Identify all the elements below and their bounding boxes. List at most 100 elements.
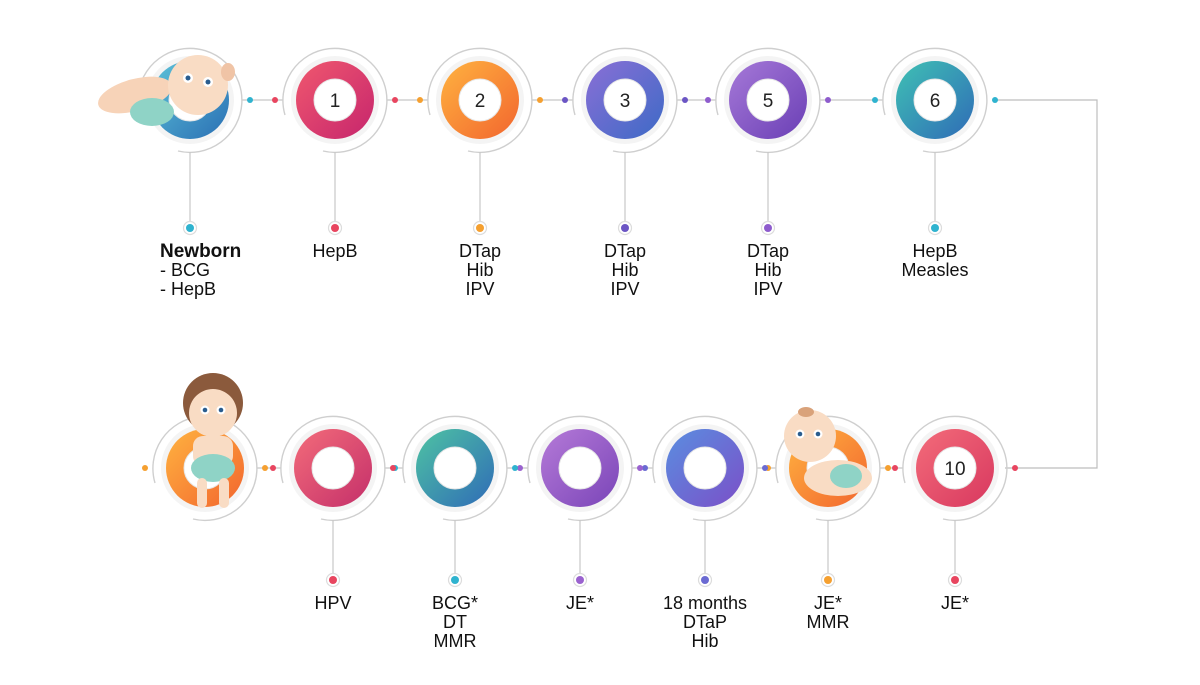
link-dot — [537, 97, 543, 103]
stage-label-m1: HepB — [265, 242, 405, 261]
link-dot — [872, 97, 878, 103]
link-dot — [270, 465, 276, 471]
outer-ring — [282, 47, 388, 154]
row-connector — [995, 99, 1098, 469]
stage-label-bcg: BCG* DT MMR — [385, 594, 525, 651]
inner-disc — [433, 446, 477, 490]
stage-number: 3 — [620, 91, 631, 112]
stage-number: 2 — [475, 91, 486, 112]
link-dot — [892, 465, 898, 471]
link-dot — [517, 465, 523, 471]
outer-ring — [137, 47, 243, 154]
link-dot — [642, 465, 648, 471]
stage-label-m6: HepB Measles — [865, 242, 1005, 280]
stage-node-je — [517, 415, 643, 588]
link-dot — [512, 465, 518, 471]
stage-label-hpv: HPV — [263, 594, 403, 613]
stage-label-je: JE* — [510, 594, 650, 613]
vaccine-line: Hib — [611, 260, 639, 280]
vaccine-line: - HepB — [160, 279, 217, 299]
vaccine-line: JE* — [813, 593, 842, 613]
stage-node-m18 — [642, 415, 768, 588]
link-dot — [390, 465, 396, 471]
baby-standing-illustration — [183, 373, 243, 508]
stage-nodes: 1 2 3 5 6 10 — [98, 47, 1018, 588]
vaccine-line: - BCG — [160, 260, 211, 280]
link-dot — [762, 465, 768, 471]
inner-disc — [313, 78, 357, 122]
stage-title: Newborn — [160, 241, 242, 262]
inner-disc — [603, 78, 647, 122]
marker-dot — [451, 576, 459, 584]
inner-disc — [683, 446, 727, 490]
marker-dot — [824, 576, 832, 584]
marker-dot — [476, 224, 484, 232]
vaccine-line: IPV — [610, 279, 640, 299]
link-dot — [142, 465, 148, 471]
stage-label-m2: DTap Hib IPV — [410, 242, 550, 299]
vaccine-line: DT — [443, 612, 467, 632]
vaccine-line: BCG* — [431, 593, 478, 613]
vaccine-line: MMR — [806, 612, 850, 632]
vaccine-line: IPV — [465, 279, 495, 299]
marker-dot — [701, 576, 709, 584]
outer-ring — [527, 415, 633, 522]
vaccine-line: DTap — [746, 241, 790, 261]
vaccine-line: DTap — [603, 241, 647, 261]
baby-lying-illustration — [98, 55, 235, 126]
stage-node-m2: 2 — [417, 47, 543, 236]
inner-disc — [458, 78, 502, 122]
outer-ring — [715, 47, 821, 154]
stage-number: 1 — [330, 91, 341, 112]
marker-dot — [951, 576, 959, 584]
stage-node-toddler — [142, 373, 268, 522]
link-dot — [825, 97, 831, 103]
vaccine-line: Hib — [754, 260, 782, 280]
inner-disc — [558, 446, 602, 490]
outer-ring — [902, 415, 1008, 522]
vaccine-line: HPV — [314, 593, 352, 613]
stage-node-bcg — [392, 415, 518, 588]
stage-node-m10: 10 — [892, 415, 1018, 588]
vaccine-line: JE* — [565, 593, 594, 613]
vaccine-line: DTaP — [682, 612, 727, 632]
link-dot — [392, 97, 398, 103]
marker-dot — [331, 224, 339, 232]
vaccine-line: Measles — [901, 260, 969, 280]
stage-node-crawl — [765, 407, 891, 588]
inner-disc — [746, 78, 790, 122]
link-dot — [417, 97, 423, 103]
stage-number: 6 — [930, 91, 941, 112]
link-dot — [682, 97, 688, 103]
link-dot — [272, 97, 278, 103]
outer-ring — [427, 47, 533, 154]
stage-number: 5 — [763, 91, 774, 112]
inner-disc — [311, 446, 355, 490]
outer-ring — [402, 415, 508, 522]
stage-node-m1: 1 — [272, 47, 398, 236]
link-dot — [247, 97, 253, 103]
link-dot — [1012, 465, 1018, 471]
stage-label-m18: 18 months DTaP Hib — [635, 594, 775, 651]
vaccine-line: 18 months — [662, 593, 748, 613]
stage-node-newborn — [98, 47, 253, 236]
outer-ring — [775, 415, 881, 522]
outer-ring — [572, 47, 678, 154]
inner-disc — [913, 78, 957, 122]
vaccine-line: JE* — [940, 593, 969, 613]
vaccine-line: HepB — [912, 241, 958, 261]
link-dot — [562, 97, 568, 103]
marker-dot — [186, 224, 194, 232]
stage-node-m3: 3 — [562, 47, 688, 236]
marker-dot — [621, 224, 629, 232]
marker-dot — [764, 224, 772, 232]
stage-label-m5: DTap Hib IPV — [698, 242, 838, 299]
vaccine-line: Hib — [466, 260, 494, 280]
stage-node-m5: 5 — [705, 47, 831, 236]
stage-node-hpv — [270, 415, 396, 588]
vaccine-line: MMR — [433, 631, 477, 651]
vaccine-line: HepB — [312, 241, 358, 261]
stage-label-crawl: JE* MMR — [758, 594, 898, 632]
